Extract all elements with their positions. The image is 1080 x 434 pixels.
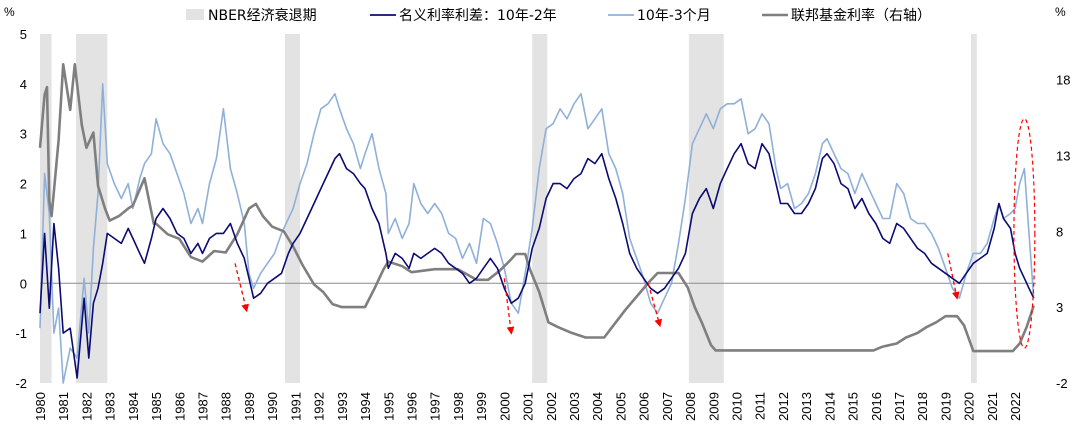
series-line — [38, 63, 1035, 353]
x-tick-label: 1990 — [265, 392, 280, 421]
x-tick-label: 1981 — [56, 392, 71, 421]
x-tick-label: 1995 — [381, 392, 396, 421]
recession-band — [532, 34, 548, 383]
left-tick-label: 1 — [20, 226, 27, 241]
x-tick-label: 1997 — [428, 392, 443, 421]
x-tick-label: 1996 — [404, 392, 419, 421]
left-tick-label: 0 — [20, 276, 27, 291]
left-tick-label: -2 — [15, 376, 27, 391]
x-tick-label: 1982 — [79, 392, 94, 421]
left-tick-label: 4 — [20, 77, 27, 92]
x-tick-label: 2015 — [846, 392, 861, 421]
annotation-arrow — [647, 283, 663, 328]
x-tick-label: 1984 — [126, 392, 141, 421]
x-axis-ticks: 1980 1981 1982 1983 1984 1985 1986 1987 1988 1989… — [33, 392, 1023, 421]
right-tick-label: 18 — [1056, 73, 1070, 88]
legend-label: NBER经济衰退期 — [208, 7, 317, 24]
series-lines — [38, 63, 1035, 384]
series-line — [39, 142, 1035, 379]
x-tick-label: 2006 — [637, 392, 652, 421]
recession-band — [40, 34, 52, 383]
x-tick-label: 1980 — [33, 392, 48, 421]
x-tick-label: 1993 — [335, 392, 350, 421]
annotation-ellipse — [1013, 118, 1036, 349]
x-tick-label: 1994 — [358, 392, 373, 421]
x-tick-label: 2012 — [776, 392, 791, 421]
legend-label: 联邦基金利率（右轴） — [791, 7, 931, 24]
left-axis-unit: % — [4, 5, 15, 19]
x-tick-label: 2018 — [915, 392, 930, 421]
annotation-arrow — [947, 253, 960, 300]
left-tick-label: -1 — [15, 326, 27, 341]
x-tick-label: 2014 — [822, 392, 837, 421]
x-tick-label: 1983 — [103, 392, 118, 421]
x-tick-label: 1988 — [219, 392, 234, 421]
annotations — [234, 118, 1036, 349]
x-tick-label: 2020 — [962, 392, 977, 421]
left-tick-label: 2 — [20, 177, 27, 192]
annotation-arrow — [503, 278, 515, 335]
legend-swatch — [186, 9, 204, 20]
x-tick-label: 2007 — [660, 392, 675, 421]
x-tick-label: 2005 — [613, 392, 628, 421]
x-tick-label: 2008 — [683, 392, 698, 421]
x-tick-label: 2000 — [497, 392, 512, 421]
x-tick-label: 2017 — [892, 392, 907, 421]
series-line — [39, 83, 1035, 384]
right-tick-label: 3 — [1056, 300, 1063, 315]
right-axis-ticks: -2 3 8 13 18 — [1056, 73, 1070, 391]
x-tick-label: 1989 — [242, 392, 257, 421]
right-tick-label: 8 — [1056, 224, 1063, 239]
x-tick-label: 1998 — [451, 392, 466, 421]
x-tick-label: 2004 — [590, 392, 605, 421]
x-tick-label: 2009 — [706, 392, 721, 421]
annotation-arrow — [234, 263, 249, 313]
legend-label: 10年-3个月 — [637, 8, 711, 24]
x-tick-label: 2022 — [1008, 392, 1023, 421]
x-tick-label: 1991 — [288, 392, 303, 421]
left-axis-ticks: -2 -1 0 1 2 3 4 5 — [15, 27, 27, 391]
x-tick-label: 2001 — [521, 392, 536, 421]
x-tick-label: 2011 — [753, 392, 768, 420]
right-tick-label: -2 — [1056, 376, 1068, 391]
x-tick-label: 2016 — [869, 392, 884, 421]
recession-bands — [40, 34, 977, 383]
x-tick-label: 2013 — [799, 392, 814, 421]
x-tick-label: 1985 — [149, 392, 164, 421]
x-tick-label: 2021 — [985, 392, 1000, 421]
x-tick-label: 2010 — [730, 392, 745, 421]
legend-label: 名义利率利差：10年-2年 — [399, 7, 557, 24]
x-tick-label: 1992 — [312, 392, 327, 421]
right-axis-unit: % — [1055, 5, 1066, 19]
recession-band — [970, 34, 977, 383]
right-tick-label: 13 — [1056, 148, 1070, 163]
x-tick-label: 1987 — [196, 392, 211, 421]
x-tick-label: 2002 — [544, 392, 559, 421]
legend: NBER经济衰退期 名义利率利差：10年-2年 10年-3个月 联邦基金利率（右轴） — [186, 7, 931, 24]
x-tick-label: 1999 — [474, 392, 489, 421]
x-tick-label: 1986 — [172, 392, 187, 421]
left-tick-label: 3 — [20, 127, 27, 142]
x-tick-label: 2003 — [567, 392, 582, 421]
left-tick-label: 5 — [20, 27, 27, 42]
x-tick-label: 2019 — [938, 392, 953, 421]
